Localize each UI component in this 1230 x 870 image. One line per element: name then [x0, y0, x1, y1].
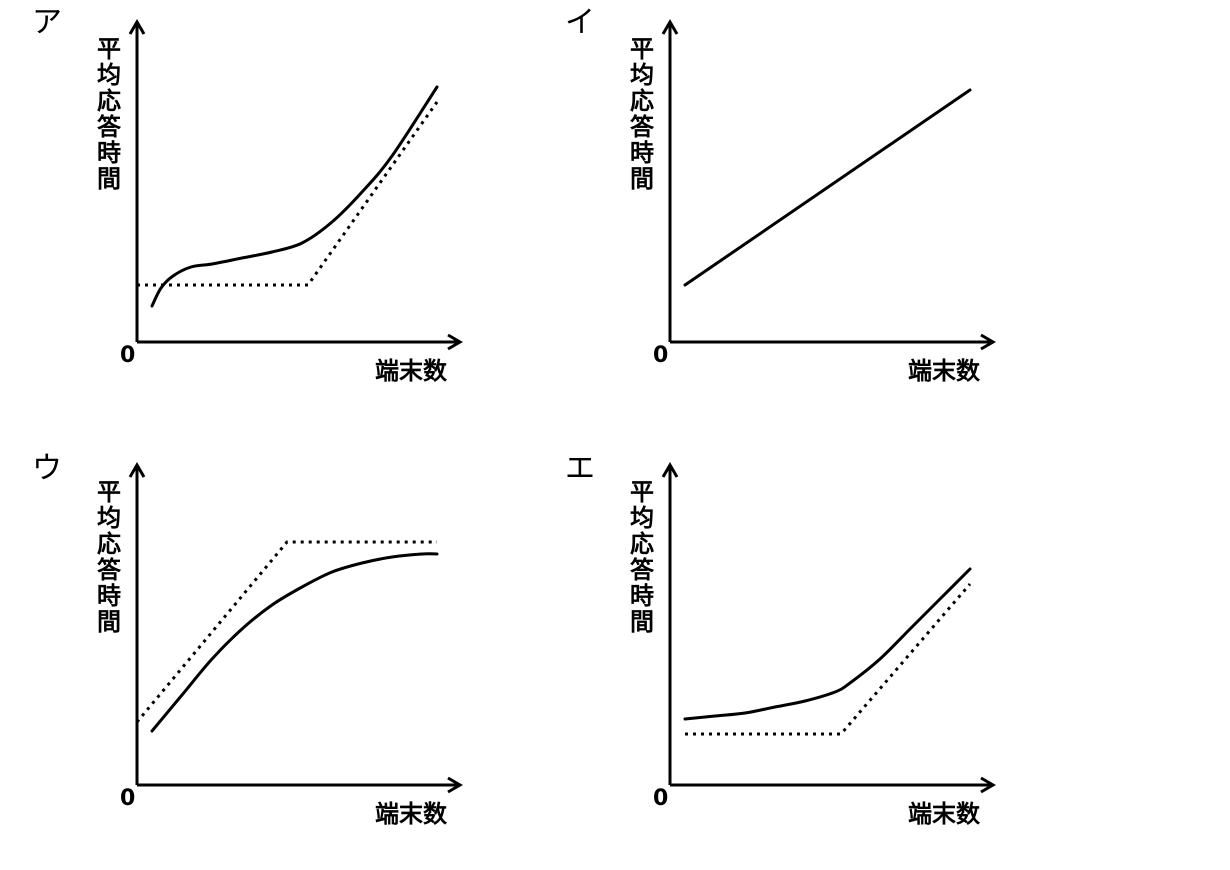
series-line-solid — [150, 552, 439, 733]
x-axis-label: 端末数 — [908, 800, 981, 828]
origin-label: 0 — [653, 343, 668, 368]
panel-label: エ — [565, 451, 595, 486]
x-axis-label: 端末数 — [375, 800, 448, 828]
x-axis-arrow-icon — [447, 776, 463, 794]
x-axis-label: 端末数 — [908, 357, 981, 385]
panel-label: イ — [565, 5, 595, 40]
series-line-solid — [150, 85, 439, 308]
series-line-dotted — [135, 540, 437, 723]
y-axis-label: 平均応答時間 — [630, 35, 655, 193]
y-axis-arrow-icon — [661, 462, 679, 478]
series-line-dotted — [685, 583, 972, 736]
origin-label: 0 — [653, 786, 668, 811]
series-line-dotted — [137, 101, 439, 287]
y-axis-arrow-icon — [661, 19, 679, 35]
y-axis-label: 平均応答時間 — [97, 35, 122, 193]
y-axis-arrow-icon — [128, 462, 146, 478]
series-line-solid — [683, 567, 972, 721]
x-axis-arrow-icon — [980, 333, 996, 351]
origin-label: 0 — [120, 343, 135, 368]
origin-label: 0 — [120, 786, 135, 811]
y-axis-arrow-icon — [128, 19, 146, 35]
x-axis-label: 端末数 — [375, 357, 448, 385]
y-axis-label: 平均応答時間 — [630, 478, 655, 636]
panel-label: ウ — [32, 451, 62, 486]
y-axis-label: 平均応答時間 — [97, 478, 122, 636]
x-axis-arrow-icon — [980, 776, 996, 794]
series-line-solid — [683, 88, 972, 287]
panel-label: ア — [32, 5, 62, 40]
x-axis-arrow-icon — [447, 333, 463, 351]
